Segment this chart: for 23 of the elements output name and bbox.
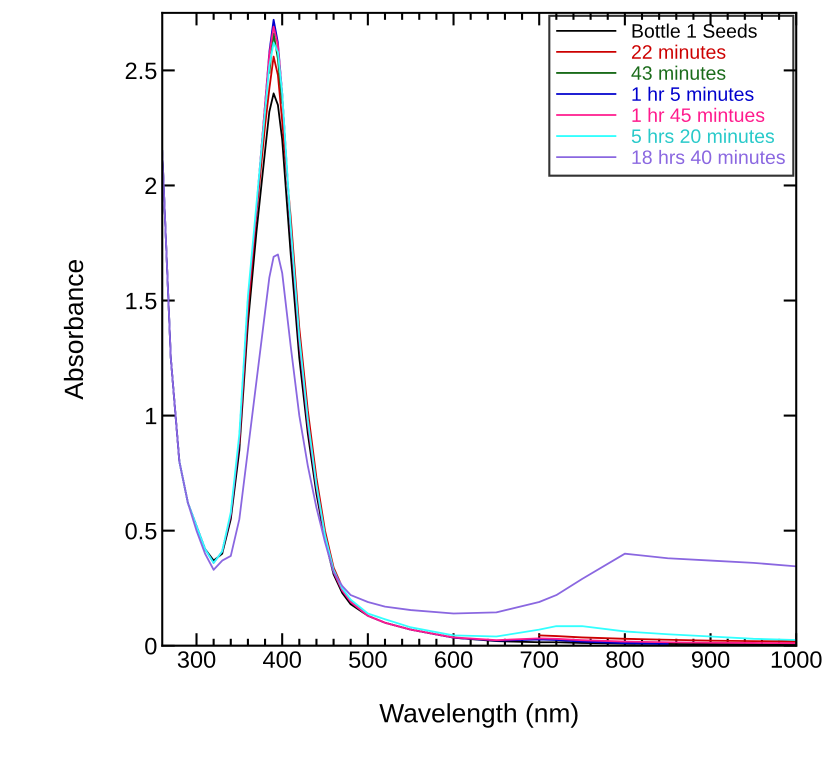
legend-label: 1 hr 45 mintues: [632, 108, 764, 122]
y-tick-label: 2: [145, 178, 156, 194]
legend-label: 43 minutes: [631, 66, 726, 80]
legend-label: 1 hr 5 minutes: [632, 86, 754, 101]
legend-label: 5 hrs 20 minutes: [632, 128, 774, 144]
y-tick-label: 1.5: [126, 292, 156, 310]
y-tick-label: 0: [145, 638, 156, 655]
x-tick-label: 800: [606, 651, 644, 668]
x-tick-label: 900: [692, 651, 730, 668]
legend-label: Bottle 1 Seeds: [632, 24, 757, 38]
y-tick-label: 0.5: [125, 522, 156, 540]
x-axis-title: Wavelength (nm): [379, 703, 578, 728]
x-tick-label: 400: [263, 651, 301, 668]
y-tick-label: 1: [146, 408, 156, 424]
x-tick-label: 500: [349, 651, 387, 668]
x-tick-label: 700: [520, 651, 558, 668]
x-tick-label: 1000: [772, 651, 822, 668]
y-tick-label: 2.5: [126, 62, 156, 80]
x-tick-label: 300: [178, 651, 216, 668]
legend-label: 18 hrs 40 minutes: [632, 150, 785, 164]
x-tick-label: 600: [435, 651, 472, 668]
y-axis-title: Absorbance: [64, 260, 84, 400]
legend-label: 22 minutes: [632, 44, 726, 59]
